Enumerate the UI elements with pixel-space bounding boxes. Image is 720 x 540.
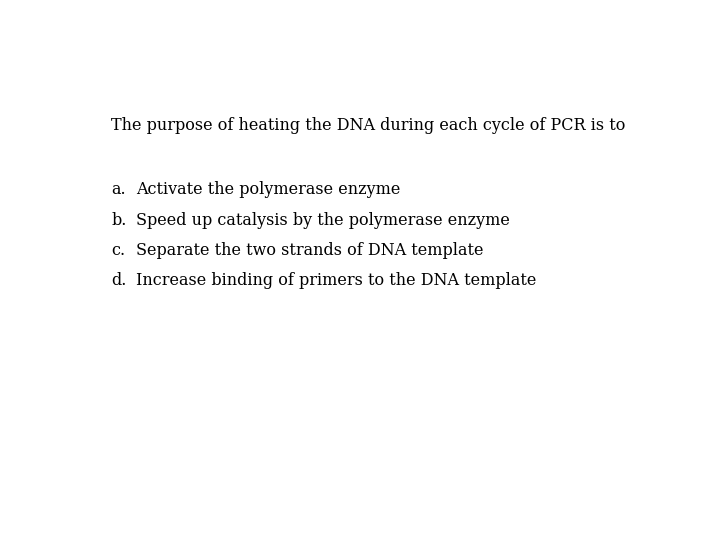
Text: d.: d.	[111, 272, 127, 289]
Text: Separate the two strands of DNA template: Separate the two strands of DNA template	[136, 242, 483, 259]
Text: b.: b.	[111, 212, 127, 228]
Text: a.: a.	[111, 181, 126, 198]
Text: The purpose of heating the DNA during each cycle of PCR is to: The purpose of heating the DNA during ea…	[111, 117, 626, 134]
Text: Activate the polymerase enzyme: Activate the polymerase enzyme	[136, 181, 400, 198]
Text: c.: c.	[111, 242, 125, 259]
Text: Speed up catalysis by the polymerase enzyme: Speed up catalysis by the polymerase enz…	[136, 212, 510, 228]
Text: Increase binding of primers to the DNA template: Increase binding of primers to the DNA t…	[136, 272, 536, 289]
